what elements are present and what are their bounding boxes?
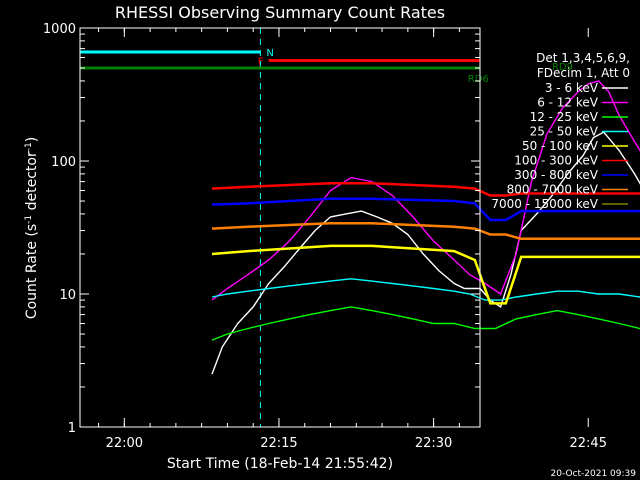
x-axis-label: Start Time (18-Feb-14 21:55:42)	[167, 456, 393, 472]
legend-title-1: Det 1,3,4,5,6,9,	[536, 51, 630, 65]
series-line-7	[211, 222, 640, 241]
y-label-end: )	[24, 137, 40, 142]
flag-label-n: N	[266, 48, 273, 59]
legend-label-8: 7000 - 15000 keV	[491, 197, 598, 211]
y-tick-label: 10	[59, 288, 76, 303]
legend-title-2: FDecim 1, Att 0	[537, 66, 630, 80]
y-axis-label: Count Rate (s-1 detector-1)	[24, 137, 40, 319]
y-label-main: Count Rate (s	[24, 224, 40, 319]
y-label-sup2: -1	[24, 142, 34, 151]
y-label-sup1: -1	[24, 215, 34, 224]
y-tick-label: 100	[51, 155, 76, 170]
legend-label-7: 800 - 7000 keV	[507, 183, 599, 197]
series-line-2	[211, 306, 640, 341]
flag-label-rd6: RD6	[468, 74, 489, 85]
series-line-4	[211, 244, 640, 305]
legend-label-0: 3 - 6 keV	[545, 81, 599, 95]
y-label-mid: detector	[24, 151, 40, 215]
legend-label-5: 100 - 300 keV	[514, 154, 598, 168]
x-tick-label: 22:15	[260, 436, 297, 451]
flag-label-f: F	[258, 56, 264, 67]
y-tick-label: 1000	[43, 22, 76, 37]
legend-label-3: 25 - 50 keV	[530, 125, 599, 139]
legend-label-2: 12 - 25 keV	[530, 110, 599, 124]
series-line-3	[211, 278, 640, 301]
legend-label-6: 300 - 800 keV	[514, 168, 598, 182]
timestamp: 20-Oct-2021 09:39	[551, 469, 637, 479]
legend-label-1: 6 - 12 keV	[537, 96, 599, 110]
x-tick-label: 22:30	[415, 436, 452, 451]
plot-area: NFSRD9RD6110100100022:0022:1522:3022:452…	[43, 22, 640, 451]
legend: Det 1,3,4,5,6,9, FDecim 1, Att 0 3 - 6 k…	[491, 51, 630, 211]
y-tick-label: 1	[68, 421, 76, 436]
legend-label-4: 50 - 100 keV	[522, 139, 599, 153]
x-tick-label: 22:45	[570, 436, 607, 451]
flag-label-rd9: RD9	[552, 62, 573, 73]
chart-title: RHESSI Observing Summary Count Rates	[115, 3, 445, 22]
x-tick-label: 22:00	[106, 436, 143, 451]
series-line-5	[211, 182, 640, 197]
series-line-6	[211, 197, 640, 222]
series-line-1	[211, 80, 640, 301]
plot-frame	[79, 27, 481, 428]
